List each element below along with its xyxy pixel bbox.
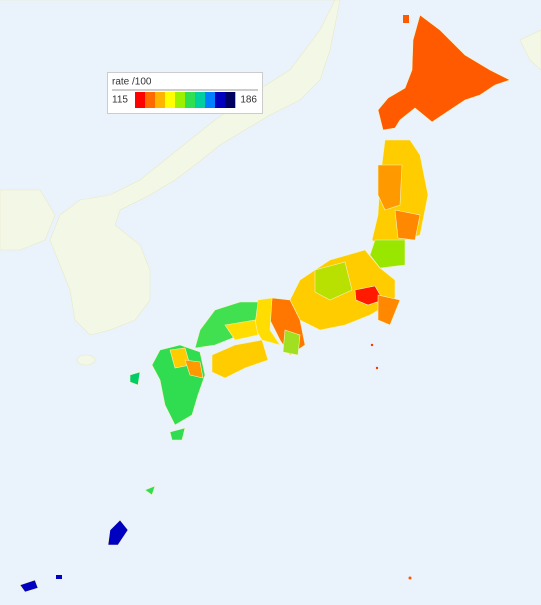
legend-swatch bbox=[215, 92, 226, 108]
legend-swatch bbox=[225, 92, 236, 108]
islet bbox=[370, 343, 374, 347]
legend-scale bbox=[135, 92, 236, 108]
sakishima bbox=[56, 575, 62, 579]
okayama bbox=[224, 319, 259, 341]
legend-max: 186 bbox=[240, 95, 257, 106]
akita bbox=[377, 164, 403, 211]
legend-swatch bbox=[155, 92, 166, 108]
okinawa bbox=[107, 519, 129, 546]
legend-swatch bbox=[165, 92, 176, 108]
mainland bbox=[0, 0, 341, 336]
legend-swatch bbox=[205, 92, 216, 108]
legend-swatch bbox=[145, 92, 156, 108]
sakishima bbox=[19, 579, 39, 593]
legend-min: 115 bbox=[112, 95, 128, 106]
rishiri bbox=[403, 15, 409, 23]
amami bbox=[144, 485, 156, 496]
tokyo bbox=[354, 285, 384, 306]
oita bbox=[184, 359, 204, 379]
islet bbox=[375, 366, 379, 370]
shikoku bbox=[211, 339, 269, 379]
legend-swatch bbox=[195, 92, 206, 108]
legend-title: rate /100 bbox=[112, 77, 152, 88]
islet bbox=[408, 576, 412, 580]
fukushima bbox=[369, 239, 406, 269]
nagano bbox=[314, 261, 353, 301]
legend-swatch bbox=[135, 92, 146, 108]
goto bbox=[129, 371, 141, 386]
jeju bbox=[76, 354, 96, 366]
tanegashima bbox=[169, 427, 186, 441]
chiba bbox=[377, 294, 401, 326]
sakhalin bbox=[519, 29, 541, 71]
legend: rate /100 115 186 bbox=[107, 72, 263, 114]
legend-swatch bbox=[175, 92, 186, 108]
miyagi bbox=[394, 209, 421, 241]
legend-swatch bbox=[185, 92, 196, 108]
hokkaido bbox=[377, 14, 511, 131]
nara bbox=[282, 329, 301, 356]
